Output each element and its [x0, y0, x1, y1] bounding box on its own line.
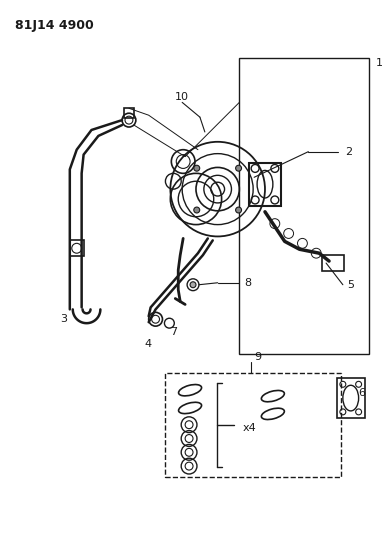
- Text: 81J14 4900: 81J14 4900: [15, 19, 93, 31]
- Circle shape: [236, 165, 242, 171]
- Circle shape: [194, 207, 200, 213]
- Text: 7: 7: [170, 327, 177, 337]
- Bar: [249, 163, 281, 206]
- Text: x4: x4: [242, 423, 256, 433]
- Bar: [239, 58, 370, 354]
- Bar: [124, 108, 134, 118]
- Text: 6: 6: [359, 388, 366, 398]
- Bar: [322, 255, 344, 271]
- Text: 10: 10: [175, 92, 189, 102]
- Text: 5: 5: [347, 280, 354, 290]
- Bar: [70, 240, 84, 256]
- Circle shape: [190, 282, 196, 288]
- Text: 9: 9: [254, 352, 261, 362]
- Text: 1: 1: [375, 58, 382, 68]
- Text: 4: 4: [144, 339, 151, 349]
- Circle shape: [194, 165, 200, 171]
- Text: 2: 2: [345, 147, 352, 157]
- Text: 8: 8: [244, 278, 251, 288]
- Bar: [165, 374, 341, 477]
- Text: 3: 3: [60, 314, 67, 324]
- Bar: [337, 378, 364, 418]
- Circle shape: [236, 207, 242, 213]
